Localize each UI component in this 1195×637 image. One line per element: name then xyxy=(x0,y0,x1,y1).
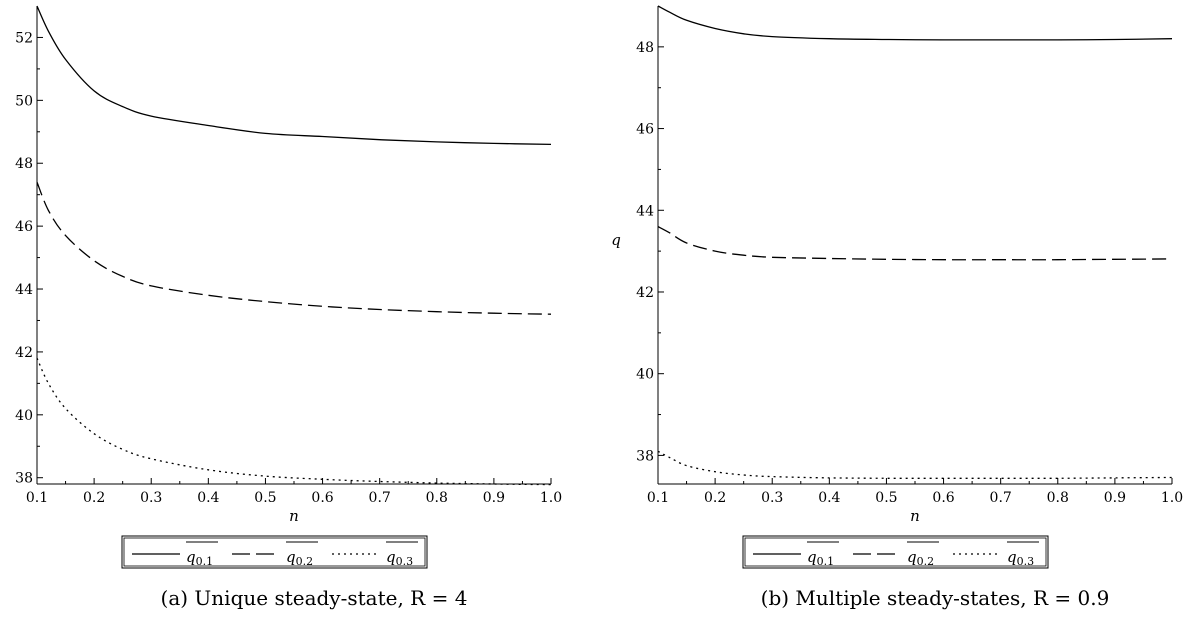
x-tick-label: 0.9 xyxy=(1104,490,1126,506)
x-tick-label: 0.6 xyxy=(932,490,954,506)
x-axis-label: n xyxy=(289,507,299,525)
legend-label: q0.2 xyxy=(286,548,313,568)
y-tick-label: 48 xyxy=(15,156,33,172)
x-tick-label: 0.3 xyxy=(761,490,783,506)
y-tick-label: 50 xyxy=(15,93,33,109)
y-axis-label: q xyxy=(611,231,621,249)
x-tick-label: 0.5 xyxy=(875,490,897,506)
x-tick-label: 0.6 xyxy=(311,490,333,506)
series-line-q0-2 xyxy=(657,226,1173,261)
legend-box xyxy=(742,535,1049,569)
y-tick-label: 44 xyxy=(636,203,654,219)
x-tick-label: 1.0 xyxy=(540,490,562,506)
legend-box xyxy=(121,535,428,569)
legend-label: q0.2 xyxy=(907,548,934,568)
legend-label: q0.1 xyxy=(186,548,213,568)
series-line-q0-2 xyxy=(36,181,552,315)
x-tick-label: 0.8 xyxy=(426,490,448,506)
x-tick-label: 0.1 xyxy=(647,490,669,506)
caption: (a) Unique steady-state, R = 4 xyxy=(161,586,468,610)
x-tick-label: 0.4 xyxy=(818,490,840,506)
x-tick-label: 0.2 xyxy=(83,490,105,506)
y-tick-label: 48 xyxy=(636,40,654,56)
x-axis-label: n xyxy=(910,507,920,525)
y-tick-label: 46 xyxy=(636,122,654,138)
x-tick-label: 0.8 xyxy=(1047,490,1069,506)
y-tick-label: 38 xyxy=(15,471,33,487)
y-tick-label: 42 xyxy=(15,345,33,361)
chart-panel-2: 0.1 0.2 0.3 0.4 0.5 0.6 0.7 0.8 0.9 1.0 38 40 42 44 46… xyxy=(611,5,1183,610)
y-tick-label: 42 xyxy=(636,285,654,301)
y-tick-label: 40 xyxy=(636,367,654,383)
x-tick-label: 1.0 xyxy=(1161,490,1183,506)
x-tick-label: 0.4 xyxy=(197,490,219,506)
series-line-q0-1 xyxy=(657,5,1173,41)
caption: (b) Multiple steady-states, R = 0.9 xyxy=(761,586,1110,610)
legend: q0.1 q0.2 q0.3 xyxy=(121,535,428,569)
series-line-q0-3 xyxy=(36,357,552,486)
x-tick-label: 0.7 xyxy=(990,490,1012,506)
y-tick-label: 46 xyxy=(15,219,33,235)
series-line-q0-3 xyxy=(657,450,1173,479)
legend-label: q0.3 xyxy=(386,548,413,568)
x-tick-label: 0.1 xyxy=(26,490,48,506)
y-tick-label: 40 xyxy=(15,408,33,424)
x-tick-label: 0.7 xyxy=(369,490,391,506)
x-tick-label: 0.5 xyxy=(254,490,276,506)
legend-label: q0.3 xyxy=(1007,548,1034,568)
legend-label: q0.1 xyxy=(807,548,834,568)
chart-panel-1: 0.1 0.2 0.3 0.4 0.5 0.6 0.7 0.8 0.9 1.0 38 40 42 44 46… xyxy=(15,5,562,610)
x-tick-label: 0.3 xyxy=(140,490,162,506)
y-tick-label: 38 xyxy=(636,448,654,464)
y-tick-label: 52 xyxy=(15,30,33,46)
x-tick-label: 0.2 xyxy=(704,490,726,506)
legend-inner-box xyxy=(744,537,1047,567)
series-line-q0-1 xyxy=(36,5,552,146)
y-tick-label: 44 xyxy=(15,282,33,298)
x-tick-label: 0.9 xyxy=(483,490,505,506)
legend: q0.1 q0.2 q0.3 xyxy=(742,535,1049,569)
legend-inner-box xyxy=(123,537,426,567)
